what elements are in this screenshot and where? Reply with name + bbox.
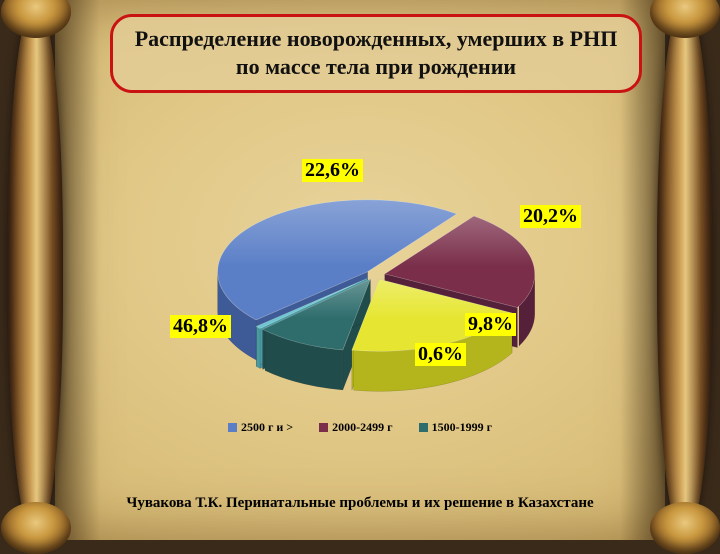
legend-swatch [319,423,328,432]
scroll-roll-left [8,0,63,540]
legend-label: 2000-2499 г [332,420,392,435]
pie-chart: 46,8% 22,6% 20,2% 9,8% 0,6% [90,135,630,415]
scroll-roll-right [657,0,712,540]
legend-item: 2500 г и > [228,420,293,435]
chart-title: Распределение новорожденных, умерших в Р… [110,14,642,93]
slice-label: 0,6% [415,343,466,366]
legend-swatch [419,423,428,432]
legend-label: 2500 г и > [241,420,293,435]
footer-caption: Чувакова Т.К. Перинатальные проблемы и и… [0,495,720,512]
slice-label: 20,2% [520,205,581,228]
legend-label: 1500-1999 г [432,420,492,435]
legend-item: 2000-2499 г [319,420,392,435]
slice-label: 46,8% [170,315,231,338]
legend-swatch [228,423,237,432]
slice-label: 9,8% [465,313,516,336]
legend: 2500 г и > 2000-2499 г 1500-1999 г [170,420,550,435]
slice-label: 22,6% [302,159,363,182]
legend-item: 1500-1999 г [419,420,492,435]
